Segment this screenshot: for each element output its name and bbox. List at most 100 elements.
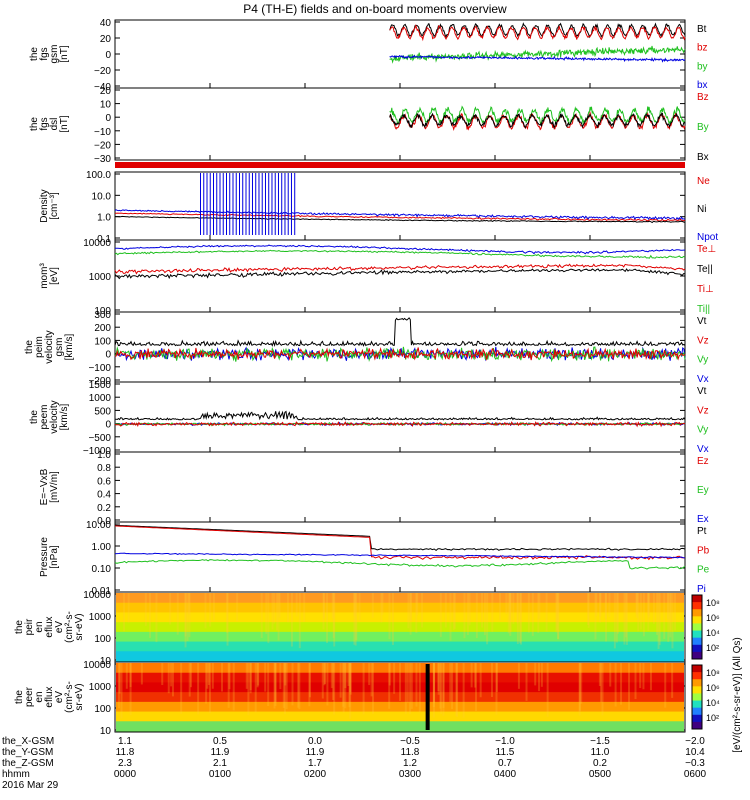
- spectrogram-texture: [399, 663, 402, 701]
- legend-entry: Te⊥: [697, 244, 716, 255]
- y-axis-label: velocity: [49, 400, 60, 433]
- spectrogram-texture: [664, 663, 667, 708]
- spectrogram-texture: [449, 663, 452, 703]
- y-tick-label: −40: [94, 82, 111, 93]
- colorbar-cell: [692, 616, 702, 624]
- y-tick-label: 300: [94, 310, 111, 321]
- legend-entry: Ti⊥: [697, 284, 714, 295]
- spectrogram-texture: [276, 593, 279, 631]
- y-axis-label: Pressure: [39, 537, 50, 577]
- spectrogram-texture: [308, 663, 311, 707]
- series-Vz: [114, 421, 686, 428]
- y-tick-label: 0.4: [97, 490, 111, 501]
- spectrogram-texture: [432, 663, 435, 708]
- spectrogram-texture: [466, 593, 469, 635]
- spectrogram-texture: [656, 593, 659, 635]
- x-tick-label: 1.1: [118, 736, 132, 747]
- legend-entry: Ey: [697, 485, 709, 496]
- data-gap-marker: [425, 664, 430, 730]
- spectrogram-texture: [249, 663, 252, 694]
- spectrogram-texture: [149, 593, 152, 638]
- spectrogram-texture: [538, 593, 541, 619]
- y-axis-label: peem: [39, 404, 50, 429]
- spectrogram-texture: [303, 593, 306, 622]
- colorbar-cell: [692, 651, 702, 660]
- spectrogram-texture: [442, 663, 445, 716]
- spectrogram-texture: [613, 593, 616, 649]
- y-tick-label: 0.2: [97, 503, 111, 514]
- spectrogram-texture: [333, 663, 336, 715]
- spectrogram-texture: [167, 663, 170, 694]
- spectrogram-texture: [226, 593, 229, 633]
- spectrogram-texture: [206, 663, 209, 689]
- colorbar-tick-label: 10⁸: [706, 598, 720, 608]
- y-tick-label: 10: [100, 656, 112, 667]
- spectrogram-texture: [184, 593, 187, 637]
- spectrogram-band: [116, 663, 684, 674]
- legend-entry: Vx: [697, 444, 709, 455]
- colorbar-cell: [692, 637, 702, 646]
- spectrogram-texture: [117, 663, 120, 709]
- colorbar-cell: [692, 686, 702, 694]
- spectrogram-texture: [614, 663, 617, 707]
- y-axis-label: the: [29, 117, 40, 131]
- y-axis-label: [nPa]: [49, 545, 60, 569]
- y-axis-label: eflux: [44, 686, 55, 707]
- y-axis-label: [nT]: [59, 115, 70, 132]
- spectrogram-texture: [208, 663, 211, 714]
- spectrogram-texture: [623, 593, 626, 645]
- spectrogram-texture: [667, 593, 670, 643]
- spectrogram-texture: [232, 663, 235, 711]
- y-axis-label: sr-eV): [74, 683, 85, 710]
- legend-entry: by: [697, 61, 708, 72]
- spectrogram-band: [116, 672, 684, 683]
- y-tick-label: 500: [94, 406, 111, 417]
- spectrogram-texture: [470, 663, 473, 688]
- y-tick-label: 10: [100, 100, 112, 111]
- series-bz: [389, 23, 686, 42]
- legend-entry: Ex: [697, 514, 709, 525]
- y-axis-label: the: [14, 690, 25, 704]
- series-Ti-par: [114, 249, 686, 259]
- spectrogram-texture: [407, 593, 410, 629]
- colorbar-label: [eV/(cm²-s-sr-eV)] (All Qs): [732, 637, 743, 753]
- spectrogram-texture: [125, 663, 128, 689]
- y-tick-label: −500: [88, 433, 111, 444]
- spectrogram-texture: [658, 593, 661, 646]
- x-tick-label: −1.0: [495, 736, 515, 747]
- spectrogram-texture: [669, 593, 672, 631]
- spectrogram-texture: [505, 593, 508, 615]
- spectrogram-texture: [404, 663, 407, 714]
- spectrogram-texture: [605, 593, 608, 642]
- spectrogram-texture: [339, 663, 342, 698]
- spectrogram-texture: [273, 663, 276, 709]
- spectrogram-texture: [326, 593, 329, 644]
- legend-entry: Pi: [697, 584, 706, 595]
- spectrogram-texture: [298, 593, 301, 649]
- spectrogram-texture: [285, 663, 288, 710]
- series-Pb: [115, 525, 686, 561]
- spectrogram-texture: [391, 593, 394, 645]
- y-tick-label: 10000: [83, 590, 111, 601]
- spectrogram-texture: [140, 663, 143, 685]
- series-Pt: [114, 524, 686, 552]
- spectrogram-texture: [624, 593, 627, 638]
- spectrogram-texture: [236, 593, 239, 622]
- spectrogram-texture: [512, 593, 515, 624]
- spectrogram-texture: [639, 593, 642, 630]
- spectrogram-texture: [649, 663, 652, 691]
- spectrogram-texture: [409, 593, 412, 621]
- spectrogram-texture: [540, 663, 543, 687]
- spectrogram-texture: [371, 593, 374, 618]
- spectrogram-texture: [211, 663, 214, 689]
- spectrogram-texture: [490, 663, 493, 698]
- colorbar-tick-label: 10²: [706, 643, 719, 653]
- colorbar-cell: [692, 693, 702, 702]
- series-Vz: [114, 346, 686, 361]
- y-tick-label: 100: [94, 634, 111, 645]
- spectrogram-texture: [226, 593, 229, 646]
- x-tick-label: 11.8: [401, 747, 420, 758]
- spectrogram-band: [116, 602, 684, 613]
- spectrogram-texture: [663, 593, 666, 639]
- spectrogram-texture: [129, 663, 132, 687]
